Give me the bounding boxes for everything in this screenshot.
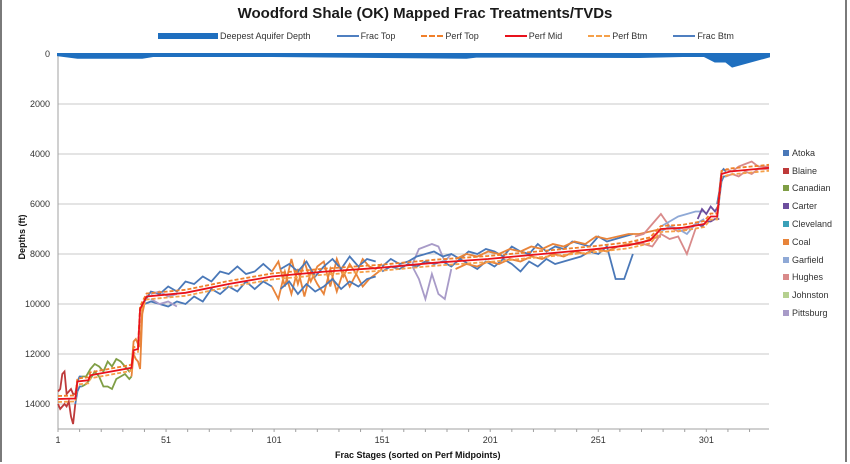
legend-item-hughes: Hughes (783, 269, 832, 287)
legend-swatch (504, 35, 527, 37)
legend-item-perf-top: Perf Top (421, 31, 479, 41)
legend-item-perf-mid: Perf Mid (504, 31, 563, 41)
x-axis-label: Frac Stages (sorted on Perf Midpoints) (335, 450, 501, 460)
frac-top-line-carter (696, 203, 721, 220)
perf-btm-line (57, 169, 770, 403)
x-tick-label: 201 (483, 435, 498, 445)
y-tick-label: 2000 (30, 99, 50, 109)
legend-item-garfield: Garfield (783, 251, 832, 269)
legend-label: Cleveland (792, 219, 833, 230)
legend-label: Garfield (792, 254, 824, 265)
legend-label: Perf Mid (528, 31, 563, 41)
legend-swatch (336, 35, 359, 37)
frac-top-line-garfield (660, 210, 705, 228)
frac-top-line-atoka (381, 233, 634, 268)
frac-btm-line-atoka (144, 280, 273, 308)
frac-btm-line-blaine (57, 398, 77, 425)
legend-item-atoka: Atoka (783, 144, 832, 162)
legend-item-coal: Coal (783, 233, 832, 251)
legend-item-johnston: Johnston (783, 286, 832, 304)
legend-swatch (588, 35, 611, 37)
legend-item-frac-btm: Frac Btm (673, 31, 734, 41)
y-tick-label: 0 (45, 49, 50, 59)
y-tick-label: 10000 (25, 299, 50, 309)
x-tick-label: 151 (375, 435, 390, 445)
frac-btm-line-coal (271, 265, 383, 302)
legend-item-blaine: Blaine (783, 162, 832, 180)
legend-label: Atoka (792, 147, 816, 158)
legend-label: Pittsburg (792, 308, 828, 319)
legend-swatch (783, 292, 789, 299)
legend-swatch (783, 310, 789, 317)
legend-swatch (783, 203, 789, 210)
chart-title: Woodford Shale (OK) Mapped Frac Treatmen… (237, 5, 613, 22)
legend-label: Johnston (792, 290, 829, 301)
perf-mid-line (57, 166, 770, 400)
legend-swatch (421, 35, 444, 37)
legend-label: Blaine (792, 165, 818, 176)
legend-item-pittsburg: Pittsburg (783, 304, 832, 322)
legend-label: Hughes (792, 272, 824, 283)
x-tick-label: 251 (591, 435, 606, 445)
legend-item-deepest-aquifer: Deepest Aquifer Depth (158, 31, 311, 41)
frac-top-line-atoka (143, 262, 273, 302)
legend-swatch (673, 35, 696, 37)
legend-label: Frac Top (360, 31, 396, 41)
legend-label: Deepest Aquifer Depth (220, 31, 311, 41)
y-tick-label: 4000 (30, 149, 50, 159)
x-tick-label: 51 (161, 435, 171, 445)
legend-swatch (783, 274, 789, 281)
x-tick-label: 1 (55, 435, 60, 445)
legend-swatch (783, 185, 789, 192)
legend-swatch (783, 167, 789, 174)
legend-label: Perf Top (445, 31, 479, 41)
x-tick-label: 301 (699, 435, 714, 445)
y-tick-label: 6000 (30, 199, 50, 209)
frac-top-line-blaine (57, 369, 76, 397)
frac-top-line-atoka (280, 255, 376, 279)
x-tick-label: 101 (267, 435, 282, 445)
legend-label: Carter (792, 201, 818, 212)
perf-top-line (57, 163, 770, 397)
legend-swatch (158, 33, 218, 39)
frac-top-line-coal (455, 228, 662, 260)
legend-label: Coal (792, 236, 811, 247)
legend-swatch (783, 256, 789, 263)
legend-label: Perf Btm (612, 31, 648, 41)
legend-swatch (783, 221, 789, 228)
legend-item-canadian: Canadian (783, 180, 832, 198)
legend-item-cleveland: Cleveland (783, 215, 832, 233)
legend-top: Deepest Aquifer Depth Frac Top Perf Top … (158, 31, 760, 41)
legend-item-perf-btm: Perf Btm (588, 31, 647, 41)
legend-label: Frac Btm (697, 31, 734, 41)
legend-label: Canadian (792, 183, 831, 194)
legend-item-frac-top: Frac Top (336, 31, 396, 41)
deepest-aquifer-area (57, 53, 770, 68)
y-tick-label: 12000 (25, 349, 50, 359)
legend-swatch (783, 149, 789, 156)
frac-btm-line-hughes (634, 228, 697, 257)
legend-counties: Atoka Blaine Canadian Carter Cleveland Coal Ga… (783, 144, 832, 322)
frac-btm-line-atoka (280, 275, 376, 296)
y-tick-label: 8000 (30, 249, 50, 259)
y-tick-label: 14000 (25, 399, 50, 409)
frac-btm-line-pittsburg (150, 298, 178, 308)
frac-btm-line-pittsburg (411, 266, 453, 303)
legend-item-carter: Carter (783, 197, 832, 215)
legend-swatch (783, 238, 789, 245)
